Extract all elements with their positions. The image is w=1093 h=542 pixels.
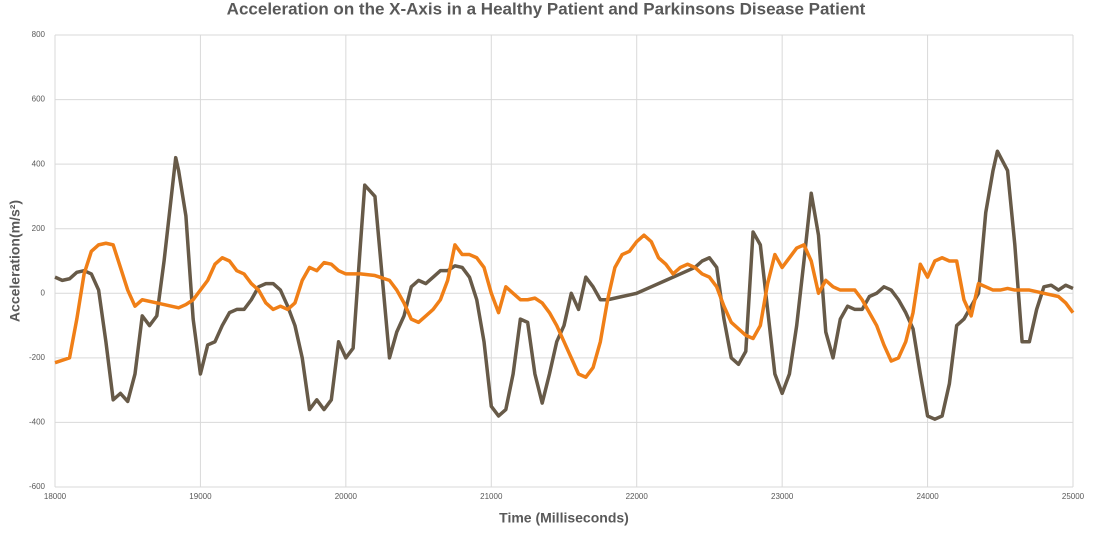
y-axis-label: Acceleration(m/s²): [7, 200, 23, 322]
x-tick-label: 24000: [916, 492, 939, 501]
chart-title: Acceleration on the X-Axis in a Healthy …: [227, 0, 866, 18]
x-tick-label: 25000: [1062, 492, 1085, 501]
x-axis-label: Time (Milliseconds): [499, 510, 629, 526]
x-tick-label: 20000: [335, 492, 358, 501]
y-tick-label: 400: [32, 159, 46, 168]
y-tick-label: -200: [29, 353, 46, 362]
y-tick-label: 800: [32, 30, 46, 39]
y-tick-label: 600: [32, 95, 46, 104]
x-tick-label: 19000: [189, 492, 212, 501]
data-line: [54, 233, 1075, 379]
y-tick-label: -400: [29, 418, 46, 427]
x-tick-label: 22000: [626, 492, 649, 501]
data-line: [54, 149, 1074, 421]
y-tick-label: 200: [32, 224, 46, 233]
x-tick-label: 18000: [44, 492, 67, 501]
y-tick-label: -600: [29, 482, 46, 491]
x-tick-label: 23000: [771, 492, 794, 501]
y-tick-label: 0: [41, 288, 46, 297]
x-tick-label: 21000: [480, 492, 503, 501]
